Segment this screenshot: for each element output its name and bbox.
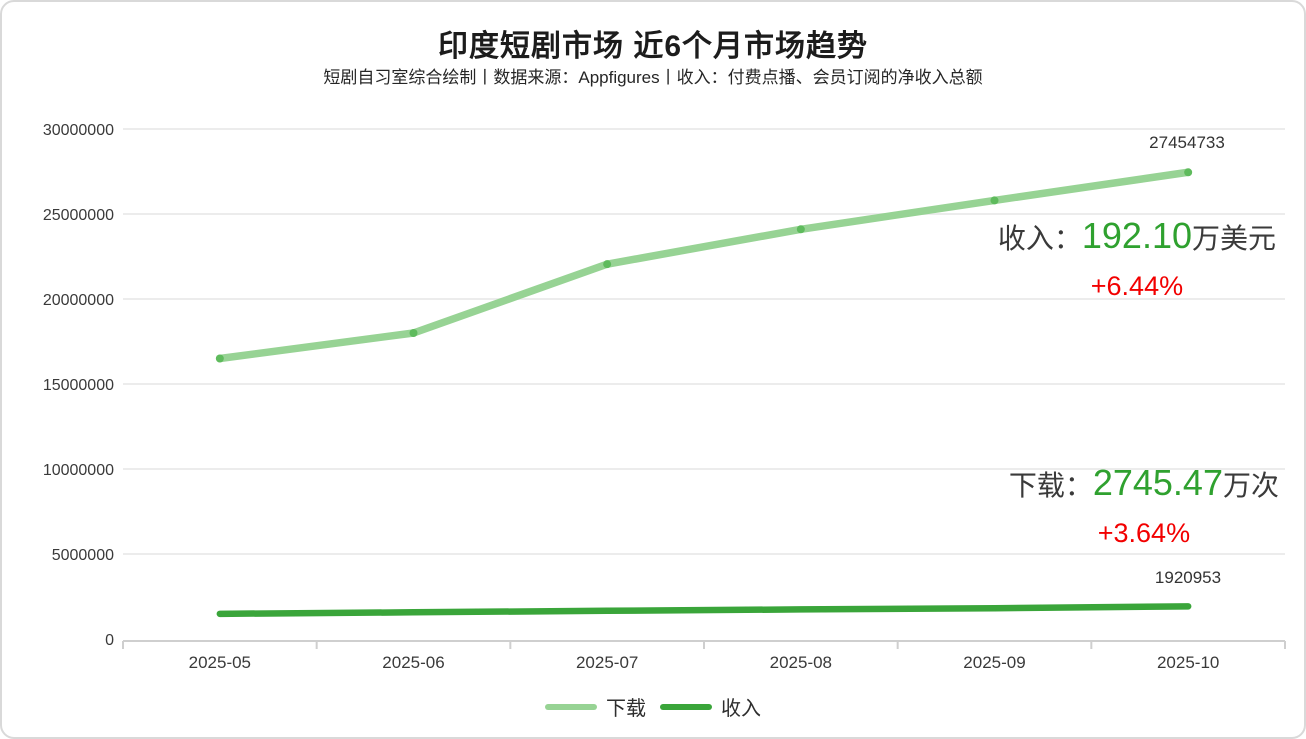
legend-label-revenue: 收入 xyxy=(721,698,761,720)
revenue-line-swatch-icon xyxy=(660,703,712,710)
svg-text:5000000: 5000000 xyxy=(52,547,114,564)
svg-text:20000000: 20000000 xyxy=(43,292,114,309)
page-title: 印度短剧市场 近6个月市场趋势 xyxy=(437,30,869,63)
svg-text:2025-07: 2025-07 xyxy=(576,653,638,672)
svg-text:0: 0 xyxy=(105,632,114,649)
legend-item-downloads: 下载 xyxy=(545,692,646,721)
legend-label-downloads: 下载 xyxy=(606,698,646,720)
svg-text:2025-08: 2025-08 xyxy=(770,653,832,672)
chart-legend: 下载 收入 xyxy=(2,692,1304,721)
svg-text:25000000: 25000000 xyxy=(43,207,114,224)
svg-text:2025-10: 2025-10 xyxy=(1157,653,1219,672)
download-callout-label: 下载： xyxy=(1008,470,1093,501)
downloads-line-swatch-icon xyxy=(545,703,597,710)
y-axis-labels: 0 5000000 10000000 15000000 20000000 25000000… xyxy=(43,122,114,649)
legend-item-revenue: 收入 xyxy=(660,692,761,721)
revenue-callout-row: 收入：192.10万美元 xyxy=(998,213,1276,267)
downloads-line-series xyxy=(215,168,1193,363)
revenue-callout-unit: 万美元 xyxy=(1191,223,1276,254)
page-subtitle: 短剧自习室综合绘制丨数据来源：Appfigures丨收入：付费点播、会员订阅的净… xyxy=(323,68,983,87)
download-callout-value: 2745.47 xyxy=(1092,462,1223,503)
svg-text:2025-05: 2025-05 xyxy=(189,653,251,672)
revenue-callout: 收入：192.10万美元 +6.44% xyxy=(998,213,1276,302)
download-callout: 下载：2745.47万次 +3.64% xyxy=(1009,460,1279,549)
x-axis-labels: 2025-05 2025-06 2025-07 2025-08 2025-09 2025-… xyxy=(189,653,1220,672)
revenue-callout-label: 收入： xyxy=(997,223,1082,254)
revenue-end-value-label: 1920953 xyxy=(1154,568,1222,587)
svg-text:2025-06: 2025-06 xyxy=(382,653,444,672)
svg-text:2025-09: 2025-09 xyxy=(963,653,1025,672)
x-axis xyxy=(122,640,1286,649)
gridlines xyxy=(123,128,1285,555)
download-callout-row: 下载：2745.47万次 xyxy=(1009,460,1279,514)
download-change-badge: +3.64% xyxy=(1097,518,1191,548)
svg-text:30000000: 30000000 xyxy=(43,122,114,139)
svg-text:10000000: 10000000 xyxy=(43,462,114,479)
downloads-end-value-label: 27454733 xyxy=(1149,133,1225,152)
svg-text:15000000: 15000000 xyxy=(43,377,114,394)
revenue-callout-value: 192.10 xyxy=(1081,215,1192,256)
download-callout-unit: 万次 xyxy=(1222,470,1279,501)
revenue-change-badge: +6.44% xyxy=(1090,271,1184,301)
revenue-line-series xyxy=(216,603,1192,618)
